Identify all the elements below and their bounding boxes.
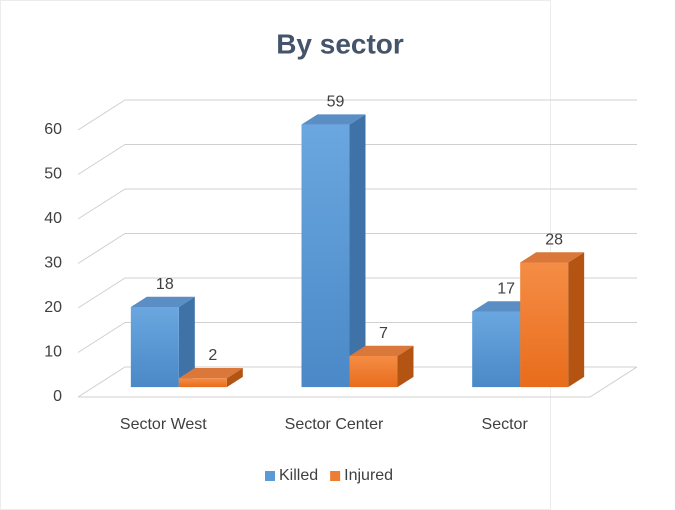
value-label: 18 <box>156 276 174 293</box>
legend-swatch <box>330 471 341 481</box>
chart-title: By sector <box>276 28 404 59</box>
bar-top <box>520 252 585 263</box>
bar-top <box>178 368 243 379</box>
bar-top <box>130 296 195 307</box>
floor-edge <box>78 366 638 398</box>
frame <box>0 0 551 510</box>
value-label: 17 <box>497 280 515 297</box>
value-label: 2 <box>208 347 217 364</box>
y-tick-label: 60 <box>44 121 62 138</box>
bar-side <box>226 368 243 388</box>
bar-side <box>349 114 366 388</box>
bar <box>520 252 585 388</box>
bar <box>301 114 366 388</box>
y-tick-label: 0 <box>53 388 62 405</box>
bar-front <box>178 378 227 388</box>
bar-front <box>520 262 569 388</box>
y-tick-label: 40 <box>44 210 62 227</box>
x-tick-label: Sector West <box>120 416 207 433</box>
x-tick-label: Sector Center <box>285 416 384 433</box>
bar <box>349 345 414 388</box>
bar-side <box>397 345 414 388</box>
bar-front <box>130 307 179 388</box>
bar-top <box>301 114 366 125</box>
y-tick-label: 50 <box>44 166 62 183</box>
grid-line <box>77 366 637 398</box>
bar-front <box>301 124 350 388</box>
legend-label: Injured <box>344 467 393 484</box>
bar-front <box>349 355 398 388</box>
bar-top <box>349 345 414 356</box>
bar <box>130 296 195 388</box>
grid-line <box>77 277 637 309</box>
value-label: 59 <box>327 94 345 111</box>
grid-line <box>77 99 637 131</box>
bar-top <box>472 301 537 312</box>
grid-line <box>77 233 637 264</box>
grid-line <box>77 322 637 353</box>
x-tick-label: Sector <box>482 416 529 433</box>
grid-line <box>77 144 637 175</box>
grid-line <box>77 188 637 220</box>
value-label: 28 <box>545 232 563 249</box>
y-tick-label: 20 <box>44 299 62 316</box>
legend-label: Killed <box>279 467 318 484</box>
bar-side <box>568 252 585 388</box>
y-tick-label: 30 <box>44 255 62 272</box>
bar <box>178 368 243 388</box>
value-label: 7 <box>379 325 388 342</box>
bar-front <box>472 311 521 388</box>
bar-side <box>178 296 195 388</box>
legend-swatch <box>265 471 275 481</box>
y-tick-label: 10 <box>44 344 62 361</box>
